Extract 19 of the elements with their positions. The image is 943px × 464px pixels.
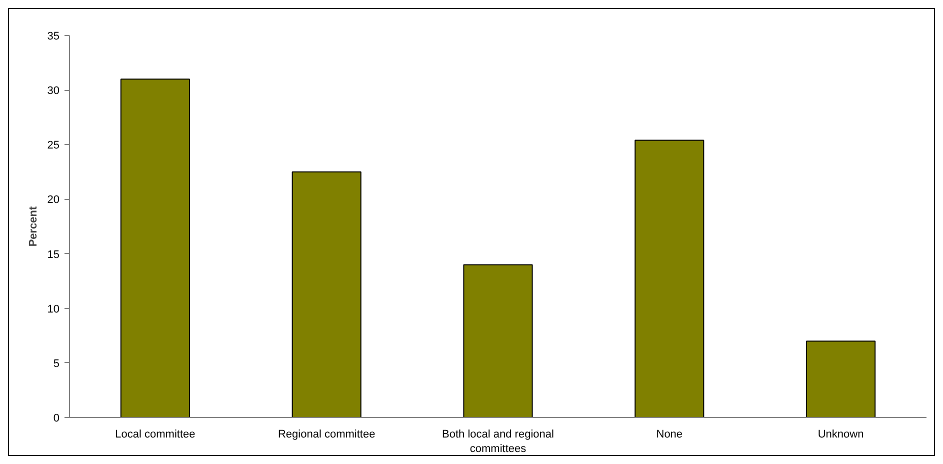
bar: [806, 340, 876, 418]
x-tick-label: Unknown: [818, 428, 864, 440]
bar: [463, 264, 533, 418]
y-tick-label: 15: [47, 248, 60, 261]
bar: [292, 171, 362, 418]
y-tick-label: 10: [47, 303, 60, 316]
y-tick-label: 5: [53, 358, 60, 370]
bar: [120, 78, 190, 418]
y-tick-label: 20: [47, 194, 60, 206]
y-tick-label: 25: [47, 140, 60, 152]
y-tick-label: 35: [47, 30, 60, 42]
x-tick-label: Both local and regional committees: [442, 428, 554, 455]
y-tick-label: 30: [47, 85, 60, 98]
y-axis-title: Percent: [27, 206, 40, 247]
y-tick-label: 0: [53, 412, 60, 424]
x-tick-label: Regional committee: [278, 428, 376, 440]
x-tick-label: None: [656, 428, 683, 440]
x-tick-label: Local committee: [115, 428, 196, 440]
bar: [634, 140, 704, 418]
